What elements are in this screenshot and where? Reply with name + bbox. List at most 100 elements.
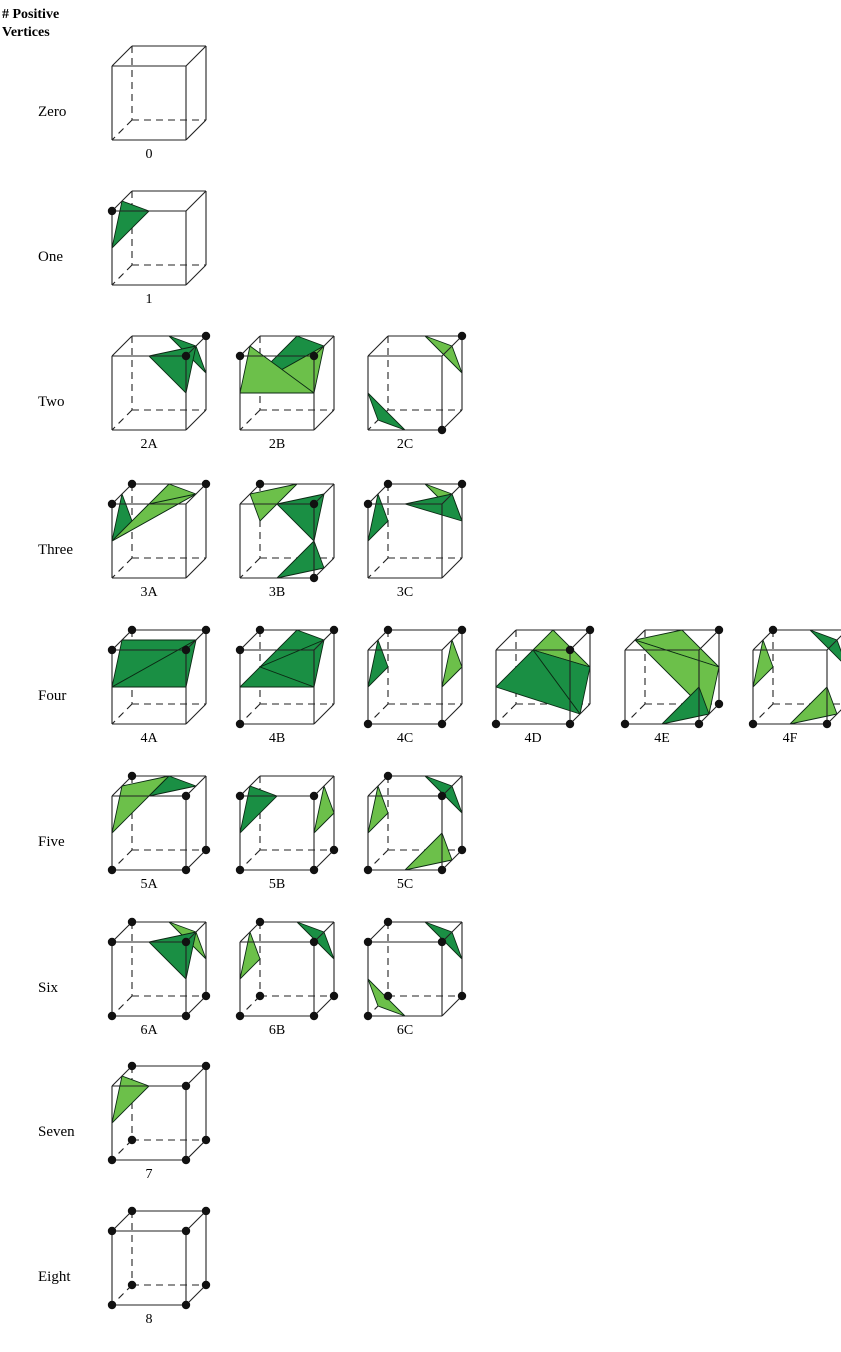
case-label: 6B (269, 1023, 285, 1038)
positive-vertex (127, 771, 137, 781)
positive-vertex (181, 1081, 191, 1091)
positive-vertex (201, 1206, 211, 1216)
hidden-edge (624, 703, 646, 725)
case-label: 1 (146, 292, 153, 307)
positive-vertex (181, 1155, 191, 1165)
case-label: 4B (269, 731, 285, 746)
rows: Zero 0 One 1 Two 2A 2B 2C Three 3A 3B 3C Four 4A 4B 4C 4… (38, 45, 841, 1327)
cube-edge (111, 1210, 133, 1232)
hidden-edge (111, 849, 133, 871)
row-label: Six (38, 980, 59, 996)
isosurface-triangle (111, 639, 197, 688)
hidden-edge (495, 703, 517, 725)
isosurface-triangle (313, 785, 335, 834)
isosurface-triangle (752, 639, 774, 688)
case-label: 3B (269, 585, 285, 600)
cube-edge (441, 921, 463, 943)
positive-vertex (363, 719, 373, 729)
positive-vertex (107, 1011, 117, 1021)
cube-edge (441, 995, 463, 1017)
cube-edge (185, 45, 207, 67)
positive-vertex (181, 1300, 191, 1310)
case-label: 5B (269, 877, 285, 892)
isosurface-triangle (239, 345, 315, 394)
isosurface-triangle (239, 931, 261, 980)
row-five: Five 5A 5B 5C (38, 771, 467, 892)
hidden-edge (367, 703, 389, 725)
isosurface-triangle (239, 666, 315, 688)
cube-edge (367, 483, 389, 505)
positive-vertex (768, 625, 778, 635)
cube-edge (185, 1210, 207, 1232)
hidden-edge (111, 264, 133, 286)
cube-edge (441, 335, 463, 357)
hidden-edge (111, 557, 133, 579)
cube-case-2B: 2B (235, 335, 335, 452)
cube-edge (441, 775, 463, 797)
cube-case-4D: 4D (491, 625, 595, 746)
positive-vertex (383, 991, 393, 1001)
positive-vertex (457, 991, 467, 1001)
positive-vertex (694, 719, 704, 729)
row-three: Three 3A 3B 3C (38, 479, 467, 600)
cube-case-3A: 3A (107, 479, 211, 600)
positive-vertex (127, 479, 137, 489)
case-label: 4D (524, 731, 541, 746)
hidden-edge (111, 409, 133, 431)
positive-vertex (127, 1280, 137, 1290)
hidden-edge (239, 995, 261, 1017)
row-six: Six 6A 6B 6C (38, 917, 467, 1038)
positive-vertex (235, 351, 245, 361)
positive-vertex (363, 865, 373, 875)
cube-case-5B: 5B (235, 775, 339, 892)
positive-vertex (255, 917, 265, 927)
positive-vertex (181, 1226, 191, 1236)
positive-vertex (235, 645, 245, 655)
cube-edge (313, 335, 335, 357)
isosurface-triangle (809, 629, 841, 662)
positive-vertex (309, 791, 319, 801)
positive-vertex (714, 625, 724, 635)
isosurface-triangle (111, 493, 197, 542)
cube-edge (313, 557, 335, 579)
positive-vertex (201, 1280, 211, 1290)
isosurface-triangle (495, 649, 581, 715)
positive-vertex (181, 937, 191, 947)
case-label: 4F (783, 731, 798, 746)
positive-vertex (107, 499, 117, 509)
cube-case-4A: 4A (107, 625, 211, 746)
row-label: Eight (38, 1269, 71, 1285)
cube-edge (752, 629, 774, 651)
positive-vertex (201, 1061, 211, 1071)
cube-edge (569, 703, 591, 725)
cube-case-4F: 4F (748, 625, 841, 746)
cube-edge (111, 775, 133, 797)
cube-edge (185, 264, 207, 286)
positive-vertex (491, 719, 501, 729)
case-label: 4E (654, 731, 670, 746)
isosurface-triangle (367, 639, 389, 688)
positive-vertex (383, 917, 393, 927)
positive-vertex (235, 719, 245, 729)
cube-edge (569, 629, 591, 651)
positive-vertex (309, 937, 319, 947)
cube-edge (826, 635, 841, 651)
cube-edge (313, 995, 335, 1017)
positive-vertex (714, 699, 724, 709)
cube-edge (185, 557, 207, 579)
cube-case-5C: 5C (363, 771, 467, 892)
positive-vertex (457, 625, 467, 635)
cube-edge (111, 629, 133, 651)
positive-vertex (181, 645, 191, 655)
positive-vertex (127, 1061, 137, 1071)
cube-edge (624, 629, 646, 651)
cube-edge (185, 119, 207, 141)
positive-vertex (201, 845, 211, 855)
positive-vertex (107, 865, 117, 875)
cube-edge (313, 629, 335, 651)
cube-edge (239, 921, 261, 943)
positive-vertex (255, 625, 265, 635)
isosurface-triangle (661, 686, 710, 725)
case-label: 7 (146, 1167, 153, 1182)
positive-vertex (201, 1135, 211, 1145)
